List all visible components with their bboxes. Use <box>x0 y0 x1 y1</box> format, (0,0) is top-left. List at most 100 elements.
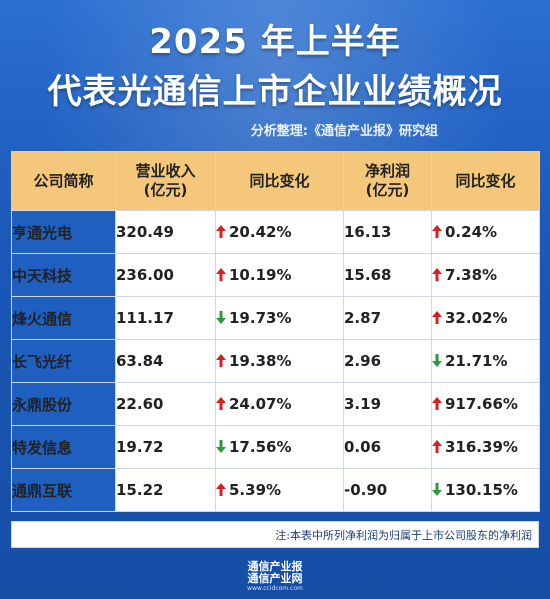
arrow-up-icon <box>216 354 226 367</box>
arrow-up-icon <box>432 268 442 281</box>
arrow-up-icon <box>432 311 442 324</box>
profit-cell: 15.68 <box>343 253 432 297</box>
company-name: 烽火通信 <box>11 296 116 340</box>
logo-url: www.ccidcom.com <box>247 585 303 592</box>
arrow-up-icon <box>216 397 226 410</box>
arrow-up-icon <box>216 483 226 496</box>
column-header: 同比变化 <box>431 151 540 211</box>
profit-cell: -0.90 <box>343 468 432 512</box>
table-row: 烽火通信 111.17 19.73% 2.87 32.02% <box>11 296 540 340</box>
footnote: 注:本表中所列净利润为归属于上市公司股东的净利润 <box>275 529 532 542</box>
revenue-change-cell: 19.38% <box>215 339 344 383</box>
revenue-change-value: 19.73% <box>229 309 292 327</box>
company-name-text: 通鼎互联 <box>12 481 73 500</box>
note-row: 注:本表中所列净利润为归属于上市公司股东的净利润 <box>11 521 539 548</box>
profit-value: 2.96 <box>344 352 382 370</box>
profit-change-cell: 21.71% <box>431 339 540 383</box>
table-row: 中天科技 236.00 10.19% 15.68 7.38% <box>11 253 540 297</box>
column-header: 公司简称 <box>11 151 116 211</box>
company-name-text: 特发信息 <box>12 438 73 457</box>
company-name: 中天科技 <box>11 253 116 297</box>
profit-value: 15.68 <box>344 266 392 284</box>
company-name-text: 永鼎股份 <box>12 395 73 414</box>
revenue-value: 111.17 <box>116 309 174 327</box>
arrow-down-icon <box>432 354 442 367</box>
arrow-down-icon <box>216 440 226 453</box>
company-name-text: 亨通光电 <box>12 223 73 242</box>
company-name-text: 烽火通信 <box>12 309 73 328</box>
revenue-value: 15.22 <box>116 481 164 499</box>
company-name-text: 长飞光纤 <box>12 352 73 371</box>
profit-change-value: 7.38% <box>445 266 498 284</box>
arrow-up-icon <box>432 225 442 238</box>
revenue-value: 63.84 <box>116 352 164 370</box>
profit-change-value: 21.71% <box>445 352 508 370</box>
column-header: 净利润 (亿元) <box>343 151 432 211</box>
arrow-up-icon <box>216 225 226 238</box>
revenue-cell: 236.00 <box>115 253 216 297</box>
profit-change-cell: 130.15% <box>431 468 540 512</box>
revenue-change-value: 19.38% <box>229 352 292 370</box>
revenue-change-cell: 5.39% <box>215 468 344 512</box>
profit-change-value: 917.66% <box>445 395 518 413</box>
table-row: 通鼎互联 15.22 5.39% -0.90 130.15% <box>11 468 540 512</box>
arrow-down-icon <box>216 311 226 324</box>
table-header-row: 公司简称 营业收入 (亿元) 同比变化 净利润 (亿元) 同比变化 <box>11 151 540 211</box>
profit-cell: 0.06 <box>343 425 432 469</box>
logo-line2: 通信产业网 <box>247 572 303 585</box>
revenue-change-cell: 20.42% <box>215 210 344 254</box>
page-title-line2: 代表光通信上市企业业绩概况 <box>47 72 503 112</box>
profit-cell: 16.13 <box>343 210 432 254</box>
company-name: 长飞光纤 <box>11 339 116 383</box>
profit-value: 2.87 <box>344 309 382 327</box>
revenue-change-cell: 19.73% <box>215 296 344 340</box>
revenue-value: 320.49 <box>116 223 174 241</box>
profit-change-value: 316.39% <box>445 438 518 456</box>
revenue-change-value: 24.07% <box>229 395 292 413</box>
revenue-cell: 19.72 <box>115 425 216 469</box>
performance-table: 公司简称 营业收入 (亿元) 同比变化 净利润 (亿元) 同比变化 亨通光电 320.49 20… <box>11 151 540 512</box>
page-title-line1: 2025 年上半年 <box>149 22 401 62</box>
profit-cell: 2.87 <box>343 296 432 340</box>
revenue-change-cell: 17.56% <box>215 425 344 469</box>
profit-value: -0.90 <box>344 481 388 499</box>
arrow-down-icon <box>432 483 442 496</box>
profit-value: 0.06 <box>344 438 382 456</box>
arrow-up-icon <box>432 397 442 410</box>
table-row: 长飞光纤 63.84 19.38% 2.96 21.71% <box>11 339 540 383</box>
profit-change-cell: 7.38% <box>431 253 540 297</box>
table-row: 亨通光电 320.49 20.42% 16.13 0.24% <box>11 210 540 254</box>
arrow-up-icon <box>432 440 442 453</box>
table-row: 永鼎股份 22.60 24.07% 3.19 917.66% <box>11 382 540 426</box>
revenue-value: 236.00 <box>116 266 174 284</box>
revenue-value: 19.72 <box>116 438 164 456</box>
profit-change-cell: 32.02% <box>431 296 540 340</box>
profit-change-cell: 917.66% <box>431 382 540 426</box>
profit-value: 3.19 <box>344 395 382 413</box>
revenue-change-value: 5.39% <box>229 481 282 499</box>
revenue-change-value: 10.19% <box>229 266 292 284</box>
revenue-cell: 22.60 <box>115 382 216 426</box>
profit-value: 16.13 <box>344 223 392 241</box>
revenue-cell: 320.49 <box>115 210 216 254</box>
company-name-text: 中天科技 <box>12 266 73 285</box>
company-name: 通鼎互联 <box>11 468 116 512</box>
profit-change-value: 32.02% <box>445 309 508 327</box>
header: 2025 年上半年 代表光通信上市企业业绩概况 分析整理:《通信产业报》研究组 <box>0 0 550 150</box>
column-header: 同比变化 <box>215 151 344 211</box>
revenue-value: 22.60 <box>116 395 164 413</box>
revenue-change-value: 20.42% <box>229 223 292 241</box>
arrow-up-icon <box>216 268 226 281</box>
revenue-cell: 111.17 <box>115 296 216 340</box>
profit-change-cell: 316.39% <box>431 425 540 469</box>
footer-logo: 通信产业报 通信产业网 www.ccidcom.com <box>0 561 550 593</box>
company-name: 特发信息 <box>11 425 116 469</box>
revenue-cell: 63.84 <box>115 339 216 383</box>
profit-change-cell: 0.24% <box>431 210 540 254</box>
source-credit: 分析整理:《通信产业报》研究组 <box>250 124 438 139</box>
profit-cell: 2.96 <box>343 339 432 383</box>
table-row: 特发信息 19.72 17.56% 0.06 316.39% <box>11 425 540 469</box>
revenue-change-cell: 10.19% <box>215 253 344 297</box>
logo-line1: 通信产业报 <box>247 560 303 573</box>
profit-cell: 3.19 <box>343 382 432 426</box>
